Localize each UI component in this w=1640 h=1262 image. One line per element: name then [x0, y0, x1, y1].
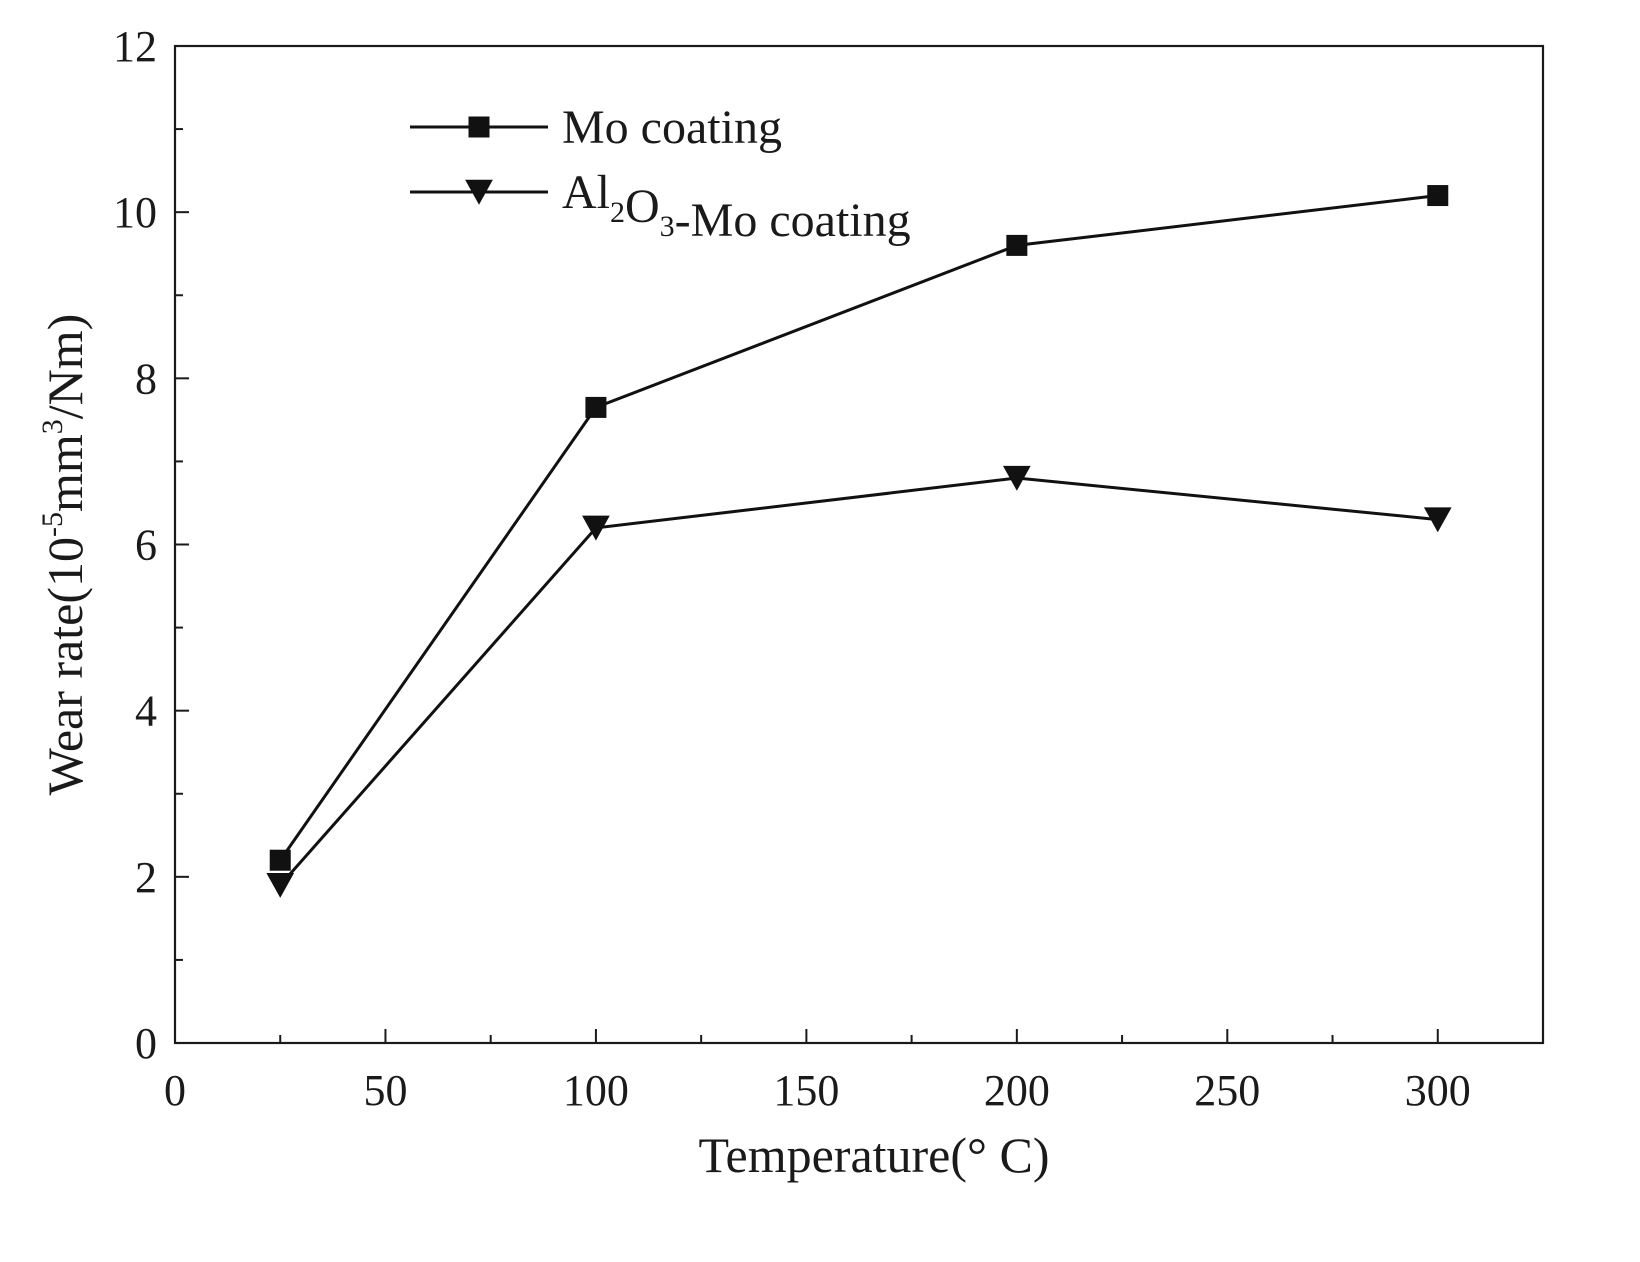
x-tick-label: 150 — [773, 1066, 839, 1115]
data-point-mo-coating — [269, 849, 291, 871]
y-tick-label: 12 — [113, 22, 157, 71]
data-point-al2o3-mo-coating — [1423, 507, 1452, 533]
y-axis-title-unit: mm — [37, 434, 93, 512]
data-point-mo-coating — [1006, 234, 1028, 256]
y-tick-label: 8 — [135, 354, 157, 403]
data-point-mo-coating — [585, 396, 607, 418]
legend-label-subscript: 3 — [660, 210, 675, 243]
x-axis-title: Temperature(° C) — [698, 1127, 1049, 1183]
legend-label-mo-coating: Mo coating — [562, 101, 782, 154]
y-tick-label: 6 — [135, 521, 157, 570]
legend-item-al2o3-mo-coating: Al2O3-Mo coating — [410, 166, 911, 247]
x-tick-label: 300 — [1405, 1066, 1471, 1115]
y-tick-label: 0 — [135, 1019, 157, 1068]
series-mo-coating — [269, 185, 1449, 871]
y-tick-label: 10 — [113, 188, 157, 237]
y-axis-title-main: Wear rate(10 — [37, 537, 93, 795]
y-tick-label: 4 — [135, 687, 157, 736]
data-point-al2o3-mo-coating — [1002, 465, 1031, 491]
legend-item-mo-coating: Mo coating — [410, 101, 782, 154]
legend-label-part: Al — [562, 166, 610, 219]
data-point-al2o3-mo-coating — [266, 872, 295, 898]
y-axis-title-end: /Nm) — [37, 314, 93, 420]
legend-marker-mo-coating — [468, 116, 490, 138]
x-tick-label: 250 — [1194, 1066, 1260, 1115]
series-al2o3-mo-coating — [266, 465, 1452, 898]
legend-label-subscript: 2 — [610, 196, 625, 229]
series-line-mo-coating — [279, 194, 1438, 862]
legend-label-al2o3-mo-coating: Al2O3-Mo coating — [562, 166, 911, 247]
y-axis-ticks: 0 2 4 6 8 10 12 — [113, 22, 189, 1068]
legend-marker-al2o3-mo-coating — [465, 179, 493, 205]
data-point-mo-coating — [1427, 185, 1449, 207]
x-tick-label: 200 — [984, 1066, 1050, 1115]
y-axis-title-exponent-2: 3 — [36, 419, 69, 434]
data-point-al2o3-mo-coating — [582, 515, 610, 541]
data-series — [266, 185, 1452, 898]
legend-label-part: O — [625, 180, 660, 233]
legend-label-part: -Mo coating — [675, 194, 911, 247]
y-axis-title: Wear rate(10-5mm3/Nm) — [36, 314, 93, 796]
y-tick-label: 2 — [135, 853, 157, 902]
legend: Mo coating Al2O3-Mo coating — [410, 101, 911, 247]
legend-label-part: Mo coating — [562, 101, 782, 154]
x-tick-label: 0 — [164, 1066, 186, 1115]
series-line-al2o3-mo-coating — [279, 476, 1438, 887]
x-tick-label: 100 — [563, 1066, 629, 1115]
y-axis-title-exponent-1: -5 — [36, 512, 69, 537]
x-axis-ticks: 0 50 100 150 200 250 300 — [164, 1029, 1544, 1115]
x-tick-label: 50 — [363, 1066, 407, 1115]
